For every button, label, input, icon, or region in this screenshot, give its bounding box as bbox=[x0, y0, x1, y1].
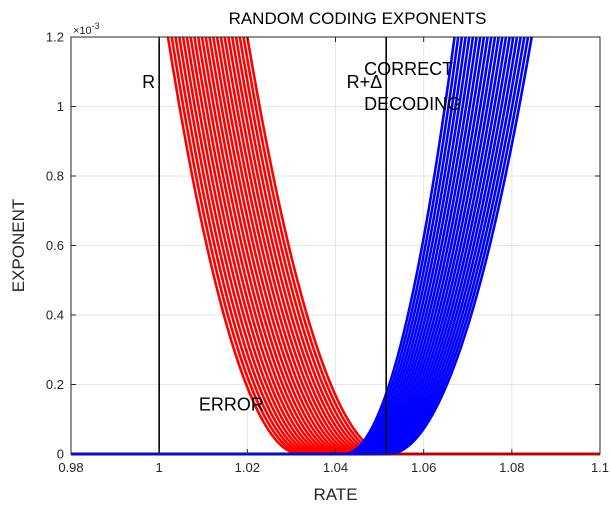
correct-exponent-curve bbox=[71, 36, 478, 456]
correct-exponent-curve bbox=[71, 36, 456, 456]
error-exponent-curve bbox=[238, 36, 600, 456]
annotations: CORRECT DECODING ERROR bbox=[199, 59, 461, 414]
error-exponent-curve bbox=[234, 36, 600, 456]
chart-title: RANDOM CODING EXPONENTS bbox=[229, 9, 487, 28]
x-tick-label: 0.98 bbox=[58, 460, 83, 475]
annotation-text: DECODING bbox=[364, 94, 461, 114]
y-tick-label: 1 bbox=[57, 99, 64, 114]
error-exponent-curve bbox=[185, 36, 600, 456]
correct-exponent-curve bbox=[71, 36, 526, 456]
y-tick-label: 0 bbox=[57, 447, 64, 462]
error-exponent-curve bbox=[230, 36, 600, 456]
correct-exponent-curve bbox=[71, 36, 511, 456]
correct-exponent-curve bbox=[71, 36, 464, 456]
x-tick-label: 1.04 bbox=[323, 460, 348, 475]
vertical-lines bbox=[158, 37, 387, 454]
y-axis-label: EXPONENT bbox=[9, 199, 28, 293]
vertical-line-label: R bbox=[142, 72, 155, 92]
error-exponent-curve bbox=[200, 36, 600, 456]
correct-exponent-curve bbox=[71, 36, 493, 456]
annotation-text: CORRECT bbox=[364, 59, 453, 79]
error-exponent-curve bbox=[170, 36, 600, 456]
y-tick-label: 0.6 bbox=[46, 238, 64, 253]
error-exponent-curve bbox=[215, 36, 600, 456]
y-tick-label: 0.4 bbox=[46, 308, 64, 323]
correct-exponent-curve bbox=[71, 36, 504, 456]
correct-exponent-curve bbox=[71, 36, 508, 456]
error-exponent-curve bbox=[212, 36, 600, 456]
correct-exponent-curve bbox=[71, 36, 519, 456]
y-tick-label: 1.2 bbox=[46, 30, 64, 45]
y-tick-label: 0.2 bbox=[46, 377, 64, 392]
x-tick-label: 1.06 bbox=[411, 460, 436, 475]
error-exponent-curve bbox=[178, 36, 600, 456]
correct-exponent-curve bbox=[71, 36, 475, 456]
error-exponent-curve bbox=[166, 36, 600, 456]
correct-exponent-curve bbox=[71, 36, 486, 456]
error-exponent-curve bbox=[208, 36, 600, 456]
vertical-line-labels: R R+Δ bbox=[142, 72, 382, 92]
correct-exponent-curve bbox=[71, 36, 467, 456]
correct-exponent-curve bbox=[71, 36, 489, 456]
vertical-line-label: R+Δ bbox=[347, 72, 383, 92]
correct-exponent-curve bbox=[71, 36, 471, 456]
error-exponent-curve bbox=[227, 36, 600, 456]
y-exponent-times: ×10 bbox=[73, 25, 92, 37]
x-tick-label: 1 bbox=[156, 460, 163, 475]
y-ticks: 0 0.2 0.4 0.6 0.8 1 1.2 bbox=[46, 30, 600, 462]
correct-exponent-curve bbox=[71, 36, 530, 456]
x-axis-label: RATE bbox=[313, 485, 357, 504]
y-tick-label: 0.8 bbox=[46, 169, 64, 184]
y-exponent-base: ×10-3 bbox=[73, 21, 100, 37]
correct-exponent-curve bbox=[71, 36, 522, 456]
correct-exponent-curve bbox=[71, 36, 515, 456]
error-exponent-curve bbox=[196, 36, 600, 456]
correct-exponent-curve bbox=[71, 36, 500, 456]
error-exponent-curve bbox=[181, 36, 600, 456]
x-ticks: 0.98 1 1.02 1.04 1.06 1.08 1.1 bbox=[58, 37, 609, 475]
annotation-text: ERROR bbox=[199, 395, 264, 415]
error-exponent-curve bbox=[193, 36, 600, 456]
error-exponent-curve bbox=[189, 36, 600, 456]
error-exponent-curve bbox=[174, 36, 600, 456]
x-tick-label: 1.1 bbox=[591, 460, 609, 475]
error-exponent-curve bbox=[223, 36, 600, 456]
y-exponent-power: -3 bbox=[92, 21, 100, 31]
x-tick-label: 1.02 bbox=[235, 460, 260, 475]
correct-exponent-curve bbox=[71, 36, 482, 456]
x-tick-label: 1.08 bbox=[499, 460, 524, 475]
error-exponent-curve bbox=[219, 36, 600, 456]
correct-exponent-curve bbox=[71, 36, 533, 456]
y-axis-exponent: ×10-3 bbox=[73, 21, 100, 37]
curves bbox=[71, 36, 600, 456]
error-exponent-curve bbox=[204, 36, 600, 456]
correct-exponent-curve bbox=[71, 36, 460, 456]
